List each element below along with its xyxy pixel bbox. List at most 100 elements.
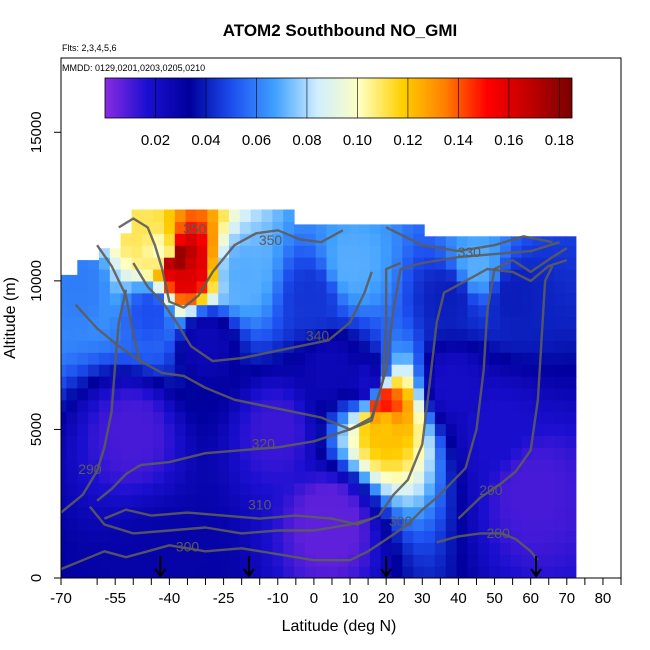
heatmap-cell bbox=[61, 364, 67, 377]
heatmap-cell bbox=[315, 364, 328, 377]
heatmap-cell bbox=[272, 340, 284, 353]
heatmap-cell bbox=[445, 304, 458, 318]
heatmap-cell bbox=[61, 518, 67, 532]
heatmap-cell bbox=[489, 423, 501, 436]
heatmap-cell bbox=[369, 292, 382, 306]
x-tick-label: 30 bbox=[414, 590, 431, 607]
heatmap-cell bbox=[434, 411, 447, 425]
heatmap-cell bbox=[532, 411, 544, 425]
heatmap-cell bbox=[283, 292, 295, 306]
heatmap-cell bbox=[261, 245, 273, 258]
heatmap-cell bbox=[61, 423, 67, 436]
heatmap-cell bbox=[283, 233, 295, 246]
heatmap-cell bbox=[424, 435, 436, 448]
heatmap-cell bbox=[120, 328, 132, 341]
x-axis-label: Latitude (deg N) bbox=[282, 618, 397, 635]
heatmap-cell bbox=[359, 482, 371, 496]
heatmap-cell bbox=[315, 352, 328, 365]
heatmap-cell bbox=[218, 447, 230, 460]
heatmap-cell bbox=[304, 233, 317, 246]
heatmap-cell bbox=[413, 316, 425, 329]
heatmap-cell bbox=[456, 387, 468, 401]
heatmap-cell bbox=[489, 364, 501, 377]
heatmap-cell bbox=[315, 566, 328, 578]
heatmap-cell bbox=[77, 518, 89, 532]
heatmap-cell bbox=[61, 352, 67, 365]
heatmap-cell bbox=[554, 269, 566, 282]
heatmap-cell bbox=[369, 554, 382, 567]
heatmap-cell bbox=[174, 411, 187, 425]
heatmap-cell bbox=[239, 340, 252, 353]
heatmap-cell bbox=[456, 340, 468, 353]
heatmap-cell bbox=[185, 292, 197, 306]
heatmap-cell bbox=[532, 435, 544, 448]
heatmap-cell bbox=[261, 304, 273, 318]
heatmap-cell bbox=[478, 506, 490, 520]
heatmap-cell bbox=[391, 542, 403, 555]
heatmap-cell bbox=[131, 233, 143, 246]
heatmap-cell bbox=[131, 364, 143, 377]
heatmap-cell bbox=[120, 375, 132, 389]
heatmap-cell bbox=[500, 375, 512, 389]
x-axis: -70 -55 -40 -25 -10 0 10 20 30 40 50 60 70 80 bbox=[50, 578, 622, 607]
heatmap-cell bbox=[478, 316, 490, 329]
heatmap-cell bbox=[445, 423, 458, 436]
heatmap-cell bbox=[402, 506, 414, 520]
heatmap-cell bbox=[489, 245, 501, 258]
heatmap-cell bbox=[272, 506, 284, 520]
heatmap-cell bbox=[478, 411, 490, 425]
heatmap-cell bbox=[434, 236, 447, 246]
heatmap-cell bbox=[348, 280, 360, 294]
heatmap-cell bbox=[196, 518, 208, 532]
heatmap-cell bbox=[272, 280, 284, 294]
heatmap-cell bbox=[424, 494, 436, 508]
heatmap-cell bbox=[164, 518, 176, 532]
heatmap-cell bbox=[326, 316, 338, 329]
heatmap-cell bbox=[543, 292, 555, 306]
heatmap-cell bbox=[326, 364, 338, 377]
heatmap-cell bbox=[207, 375, 219, 389]
heatmap-cell bbox=[250, 399, 263, 413]
heatmap-cell bbox=[391, 340, 403, 353]
heatmap-cell bbox=[153, 209, 165, 222]
heatmap-cell bbox=[380, 224, 393, 234]
heatmap-cell bbox=[565, 435, 577, 448]
heatmap-cell bbox=[510, 387, 523, 401]
heatmap-cell bbox=[120, 471, 132, 484]
heatmap-cell bbox=[554, 459, 566, 472]
heatmap-cell bbox=[434, 257, 447, 270]
heatmap-cell bbox=[250, 435, 263, 448]
heatmap-cell bbox=[424, 518, 436, 532]
heatmap-cell bbox=[61, 340, 67, 353]
heatmap-cell bbox=[153, 375, 165, 389]
heatmap-cell bbox=[196, 269, 208, 282]
heatmap-cell bbox=[467, 494, 479, 508]
heatmap-cell bbox=[521, 269, 533, 282]
heatmap-cell bbox=[120, 482, 132, 496]
heatmap-cell bbox=[142, 340, 154, 353]
heatmap-cell bbox=[196, 471, 208, 484]
heatmap-cell bbox=[467, 236, 479, 246]
heatmap-cell bbox=[207, 269, 219, 282]
heatmap-cell bbox=[174, 245, 187, 258]
heatmap-cell bbox=[510, 364, 523, 377]
heatmap-cell bbox=[413, 542, 425, 555]
heatmap-cell bbox=[304, 316, 317, 329]
heatmap-cell bbox=[229, 447, 241, 460]
heatmap-cell bbox=[164, 471, 176, 484]
heatmap-cell bbox=[348, 542, 360, 555]
heatmap-cell bbox=[283, 328, 295, 341]
heatmap-cell bbox=[434, 387, 447, 401]
heatmap-cell bbox=[164, 459, 176, 472]
heatmap-cell bbox=[294, 245, 306, 258]
heatmap-cell bbox=[489, 280, 501, 294]
heatmap-cell bbox=[142, 209, 154, 222]
heatmap-cell bbox=[261, 292, 273, 306]
heatmap-cell bbox=[554, 542, 566, 555]
heatmap-cell bbox=[283, 280, 295, 294]
heatmap-cell bbox=[261, 530, 273, 543]
heatmap-cell bbox=[402, 399, 414, 413]
heatmap-cell bbox=[98, 399, 111, 413]
heatmap-cell bbox=[467, 471, 479, 484]
heatmap-cell bbox=[532, 364, 544, 377]
